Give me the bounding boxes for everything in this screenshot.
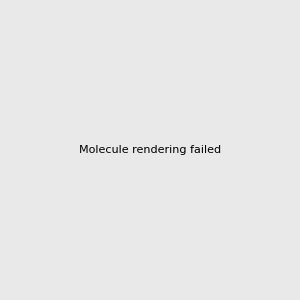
Text: Molecule rendering failed: Molecule rendering failed (79, 145, 221, 155)
